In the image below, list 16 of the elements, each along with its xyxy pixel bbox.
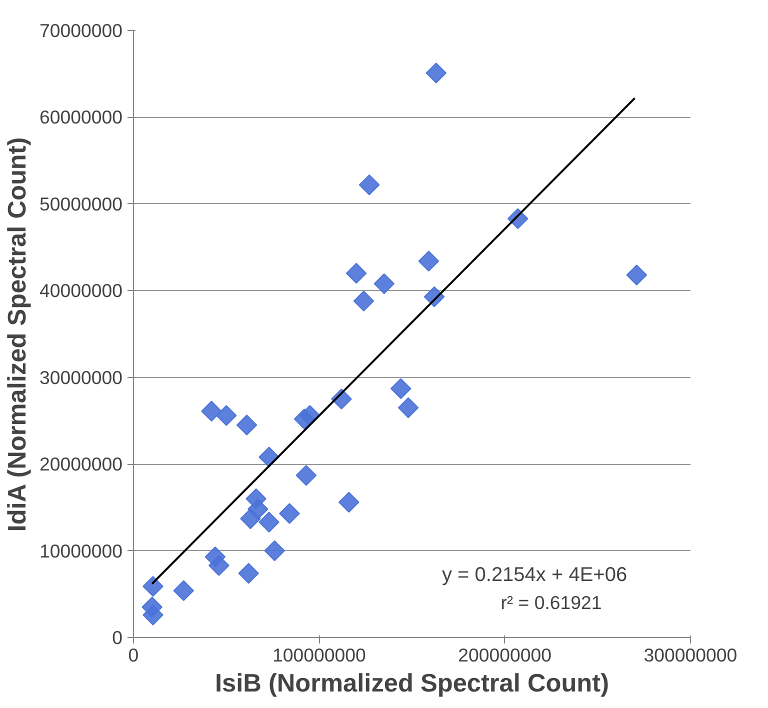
annotation: r² = 0.61921 bbox=[500, 592, 602, 614]
y-tick-label: 50000000 bbox=[39, 193, 123, 214]
y-tick-label: 60000000 bbox=[39, 106, 123, 128]
y-tick-label: 40000000 bbox=[39, 280, 123, 302]
x-tick-label: 300000000 bbox=[644, 644, 738, 666]
x-tick-label: 100000000 bbox=[272, 644, 366, 666]
y-tick-label: 30000000 bbox=[39, 366, 123, 388]
y-tick-label: 70000000 bbox=[39, 20, 123, 41]
x-tick-label: 0 bbox=[128, 644, 139, 666]
annotation: y = 0.2154x + 4E+06 bbox=[442, 564, 628, 586]
x-axis-title: IsiB (Normalized Spectral Count) bbox=[214, 670, 610, 698]
y-tick-label: 0 bbox=[112, 627, 123, 648]
y-tick-label: 10000000 bbox=[39, 540, 123, 562]
x-tick-label: 200000000 bbox=[458, 644, 552, 666]
y-axis-title: IdiA (Normalized Spectral Count) bbox=[3, 137, 32, 532]
y-tick-label: 20000000 bbox=[39, 454, 123, 475]
